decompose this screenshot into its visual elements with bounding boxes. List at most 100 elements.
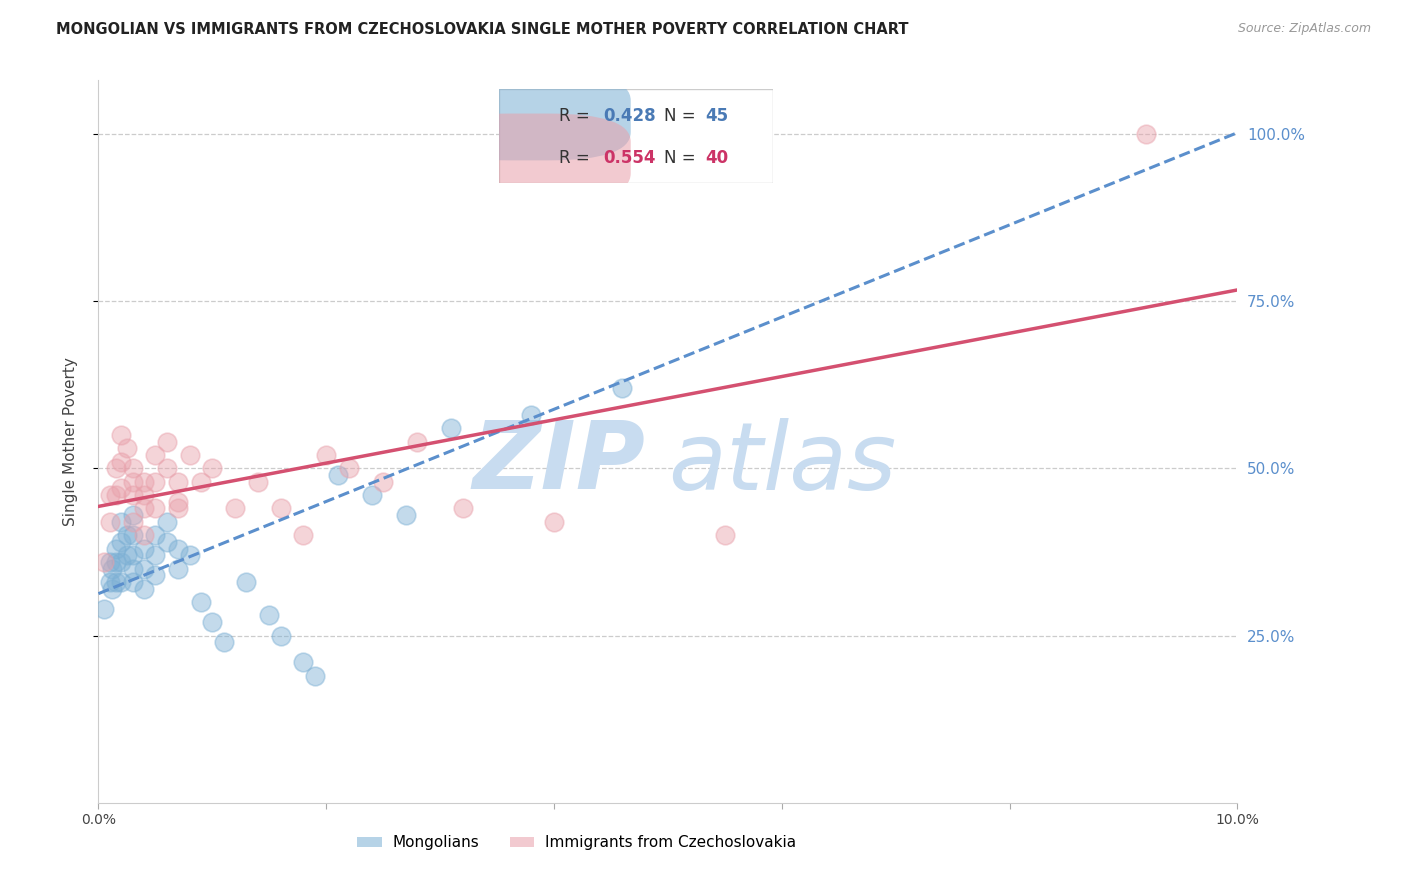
- Point: [98, 555, 121, 569]
- Point: [93, 555, 115, 569]
- Point: [132, 528, 155, 542]
- Point: [132, 541, 155, 556]
- Point: [235, 575, 257, 590]
- Point: [121, 575, 143, 590]
- Point: [145, 548, 167, 563]
- Text: 0.428: 0.428: [603, 107, 657, 126]
- Point: [156, 461, 179, 475]
- Point: [612, 381, 634, 395]
- Point: [104, 575, 127, 590]
- Point: [714, 528, 737, 542]
- Point: [543, 515, 565, 529]
- Point: [121, 475, 143, 489]
- Point: [292, 655, 315, 669]
- Point: [110, 455, 132, 469]
- Point: [110, 427, 132, 442]
- Point: [145, 448, 167, 462]
- Text: 0.554: 0.554: [603, 149, 655, 167]
- Point: [104, 461, 127, 475]
- Point: [360, 488, 382, 502]
- Point: [190, 595, 212, 609]
- Point: [179, 448, 201, 462]
- Point: [337, 461, 360, 475]
- Point: [259, 608, 281, 623]
- Text: R =: R =: [560, 149, 596, 167]
- Point: [373, 475, 395, 489]
- FancyBboxPatch shape: [499, 89, 773, 183]
- Point: [201, 461, 224, 475]
- Point: [110, 575, 132, 590]
- Point: [270, 628, 292, 642]
- Point: [167, 541, 190, 556]
- Point: [104, 541, 127, 556]
- FancyBboxPatch shape: [427, 72, 631, 161]
- Point: [115, 442, 138, 455]
- Point: [110, 515, 132, 529]
- Point: [93, 602, 115, 616]
- Point: [121, 461, 143, 475]
- Y-axis label: Single Mother Poverty: Single Mother Poverty: [63, 357, 77, 526]
- Point: [115, 528, 138, 542]
- Point: [315, 448, 337, 462]
- Point: [121, 488, 143, 502]
- Point: [440, 421, 463, 435]
- Point: [179, 548, 201, 563]
- Point: [212, 635, 235, 649]
- Point: [156, 534, 179, 549]
- Point: [145, 568, 167, 582]
- Point: [201, 615, 224, 630]
- Point: [132, 562, 155, 576]
- Text: N =: N =: [664, 107, 695, 126]
- Point: [145, 528, 167, 542]
- Point: [145, 501, 167, 516]
- Point: [121, 562, 143, 576]
- Point: [110, 534, 132, 549]
- Point: [115, 548, 138, 563]
- Point: [167, 494, 190, 508]
- Point: [98, 575, 121, 590]
- Point: [121, 528, 143, 542]
- Text: atlas: atlas: [668, 417, 896, 508]
- Point: [634, 140, 657, 154]
- Point: [132, 582, 155, 596]
- Point: [121, 515, 143, 529]
- Text: 45: 45: [704, 107, 728, 126]
- Point: [104, 555, 127, 569]
- Point: [156, 434, 179, 449]
- Legend: Mongolians, Immigrants from Czechoslovakia: Mongolians, Immigrants from Czechoslovak…: [352, 830, 803, 856]
- Point: [406, 434, 429, 449]
- Point: [156, 515, 179, 529]
- Point: [110, 555, 132, 569]
- Text: 40: 40: [704, 149, 728, 167]
- Point: [110, 482, 132, 496]
- Point: [451, 501, 474, 516]
- Point: [1135, 127, 1157, 141]
- Point: [292, 528, 315, 542]
- Point: [101, 562, 124, 576]
- Point: [224, 501, 246, 516]
- Point: [395, 508, 418, 523]
- Text: N =: N =: [664, 149, 695, 167]
- Point: [121, 548, 143, 563]
- Point: [190, 475, 212, 489]
- Text: MONGOLIAN VS IMMIGRANTS FROM CZECHOSLOVAKIA SINGLE MOTHER POVERTY CORRELATION CH: MONGOLIAN VS IMMIGRANTS FROM CZECHOSLOVA…: [56, 22, 908, 37]
- Point: [167, 562, 190, 576]
- Point: [270, 501, 292, 516]
- Text: Source: ZipAtlas.com: Source: ZipAtlas.com: [1237, 22, 1371, 36]
- Point: [121, 508, 143, 523]
- Point: [246, 475, 269, 489]
- FancyBboxPatch shape: [427, 113, 631, 202]
- Text: R =: R =: [560, 107, 596, 126]
- Point: [326, 467, 349, 482]
- Point: [104, 488, 127, 502]
- Point: [132, 475, 155, 489]
- Point: [132, 488, 155, 502]
- Point: [98, 515, 121, 529]
- Point: [145, 475, 167, 489]
- Point: [132, 501, 155, 516]
- Point: [167, 501, 190, 516]
- Point: [304, 669, 326, 683]
- Point: [520, 408, 543, 422]
- Point: [167, 475, 190, 489]
- Text: ZIP: ZIP: [472, 417, 645, 509]
